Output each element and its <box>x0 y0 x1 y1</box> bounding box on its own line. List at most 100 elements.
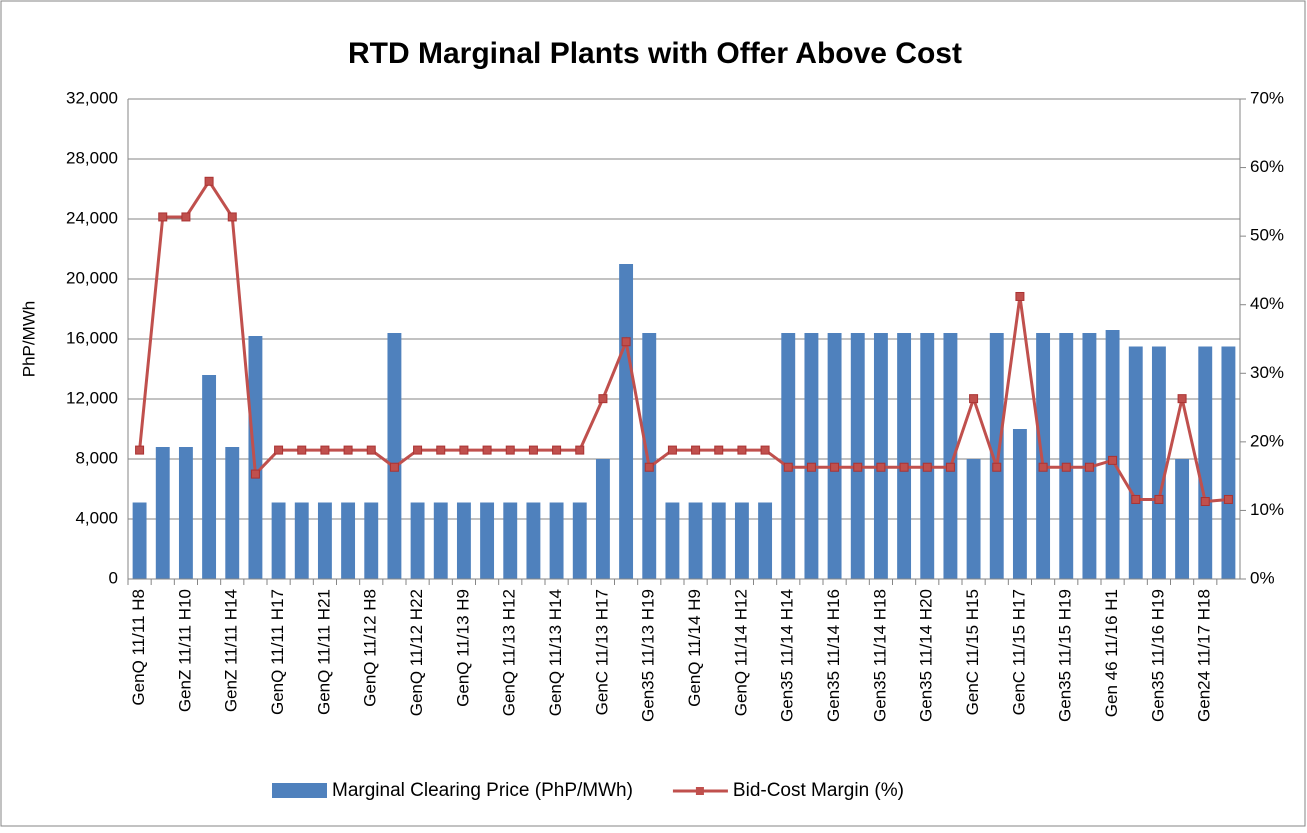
marker <box>482 445 492 455</box>
bar <box>595 459 610 579</box>
marker <box>135 445 145 455</box>
bar <box>549 502 564 579</box>
bar <box>989 333 1004 579</box>
marker <box>274 445 284 455</box>
x-tick-label: Gen 46 11/16 H1 <box>1102 589 1121 717</box>
x-tick-label: GenQ 11/13 H14 <box>546 589 565 716</box>
y2-tick-label: 30% <box>1250 363 1284 382</box>
bar <box>943 333 958 579</box>
bar <box>711 502 726 579</box>
x-tick-label: GenQ 11/13 H9 <box>453 589 472 707</box>
bar <box>804 333 819 579</box>
marker <box>969 394 979 404</box>
marker <box>945 462 955 472</box>
bar <box>758 502 773 579</box>
bar <box>1128 346 1143 579</box>
bar <box>1151 346 1166 579</box>
marker <box>621 337 631 347</box>
marker <box>297 445 307 455</box>
y2-tick-label: 70% <box>1250 88 1284 107</box>
marker <box>389 462 399 472</box>
legend-label: Bid-Cost Margin (%) <box>733 780 904 801</box>
y2-tick-label: 20% <box>1250 431 1284 450</box>
x-tick-label: Gen35 11/15 H19 <box>1056 589 1075 722</box>
bar <box>271 502 286 579</box>
x-tick-label: Gen35 11/14 H16 <box>824 589 843 722</box>
marker <box>853 462 863 472</box>
marker <box>343 445 353 455</box>
x-tick-label: GenQ 11/12 H8 <box>361 589 380 707</box>
y2-tick-label: 40% <box>1250 294 1284 313</box>
bar <box>294 502 309 579</box>
y2-tick-label: 0% <box>1250 568 1275 587</box>
marker <box>1177 394 1187 404</box>
bar <box>1036 333 1051 579</box>
marker <box>505 445 515 455</box>
marker <box>1131 494 1141 504</box>
marker <box>528 445 538 455</box>
y2-tick-label: 10% <box>1250 500 1284 519</box>
marker <box>1084 462 1094 472</box>
legend-label: Marginal Clearing Price (PhP/MWh) <box>332 780 633 801</box>
bar <box>850 333 865 579</box>
marker <box>760 445 770 455</box>
bar <box>1082 333 1097 579</box>
bar <box>897 333 912 579</box>
x-tick-label: Gen35 11/14 H14 <box>778 589 797 722</box>
x-tick-label: GenC 11/15 H17 <box>1009 589 1028 715</box>
marker <box>783 462 793 472</box>
marker <box>181 212 191 222</box>
x-tick-label: Gen35 11/14 H20 <box>917 589 936 722</box>
bar <box>317 502 332 579</box>
bar <box>132 502 147 579</box>
bar <box>480 502 495 579</box>
marker <box>227 212 237 222</box>
marker <box>250 469 260 479</box>
bar <box>178 447 193 579</box>
marker <box>1108 455 1118 465</box>
marker <box>1200 497 1210 507</box>
marker <box>158 212 168 222</box>
x-tick-label: Gen35 11/13 H19 <box>639 589 658 722</box>
x-tick-label: GenQ 11/12 H22 <box>407 589 426 716</box>
marker <box>737 445 747 455</box>
bar <box>873 333 888 579</box>
marker <box>459 445 469 455</box>
x-tick-label: GenQ 11/11 H21 <box>314 589 333 715</box>
bar <box>410 502 425 579</box>
x-tick-label: GenQ 11/14 H9 <box>685 589 704 707</box>
x-tick-label: GenC 11/13 H17 <box>592 589 611 715</box>
y-tick-label: 20,000 <box>66 268 118 287</box>
y-tick-label: 28,000 <box>66 148 118 167</box>
bar <box>364 502 379 579</box>
bar <box>781 333 796 579</box>
x-tick-label: Gen35 11/16 H19 <box>1148 589 1167 722</box>
marker <box>575 445 585 455</box>
marker <box>436 445 446 455</box>
bar <box>503 502 518 579</box>
y-tick-label: 8,000 <box>75 448 118 467</box>
y-tick-label: 4,000 <box>75 508 118 527</box>
marker <box>876 462 886 472</box>
bar <box>734 502 749 579</box>
marker <box>830 462 840 472</box>
marker <box>806 462 816 472</box>
bar <box>1221 346 1236 579</box>
bar <box>155 447 170 579</box>
bar <box>1059 333 1074 579</box>
y-axis-label: PhP/MWh <box>19 301 38 378</box>
legend-swatch <box>272 783 327 798</box>
marker <box>1223 494 1233 504</box>
legend-marker <box>695 787 704 795</box>
bar <box>827 333 842 579</box>
bar <box>1198 346 1213 579</box>
x-tick-label: GenZ 11/11 H10 <box>175 589 194 712</box>
bar <box>966 459 981 579</box>
bar <box>1175 459 1190 579</box>
marker <box>644 462 654 472</box>
marker <box>320 445 330 455</box>
bar <box>642 333 657 579</box>
bar <box>920 333 935 579</box>
y-tick-label: 12,000 <box>66 388 118 407</box>
